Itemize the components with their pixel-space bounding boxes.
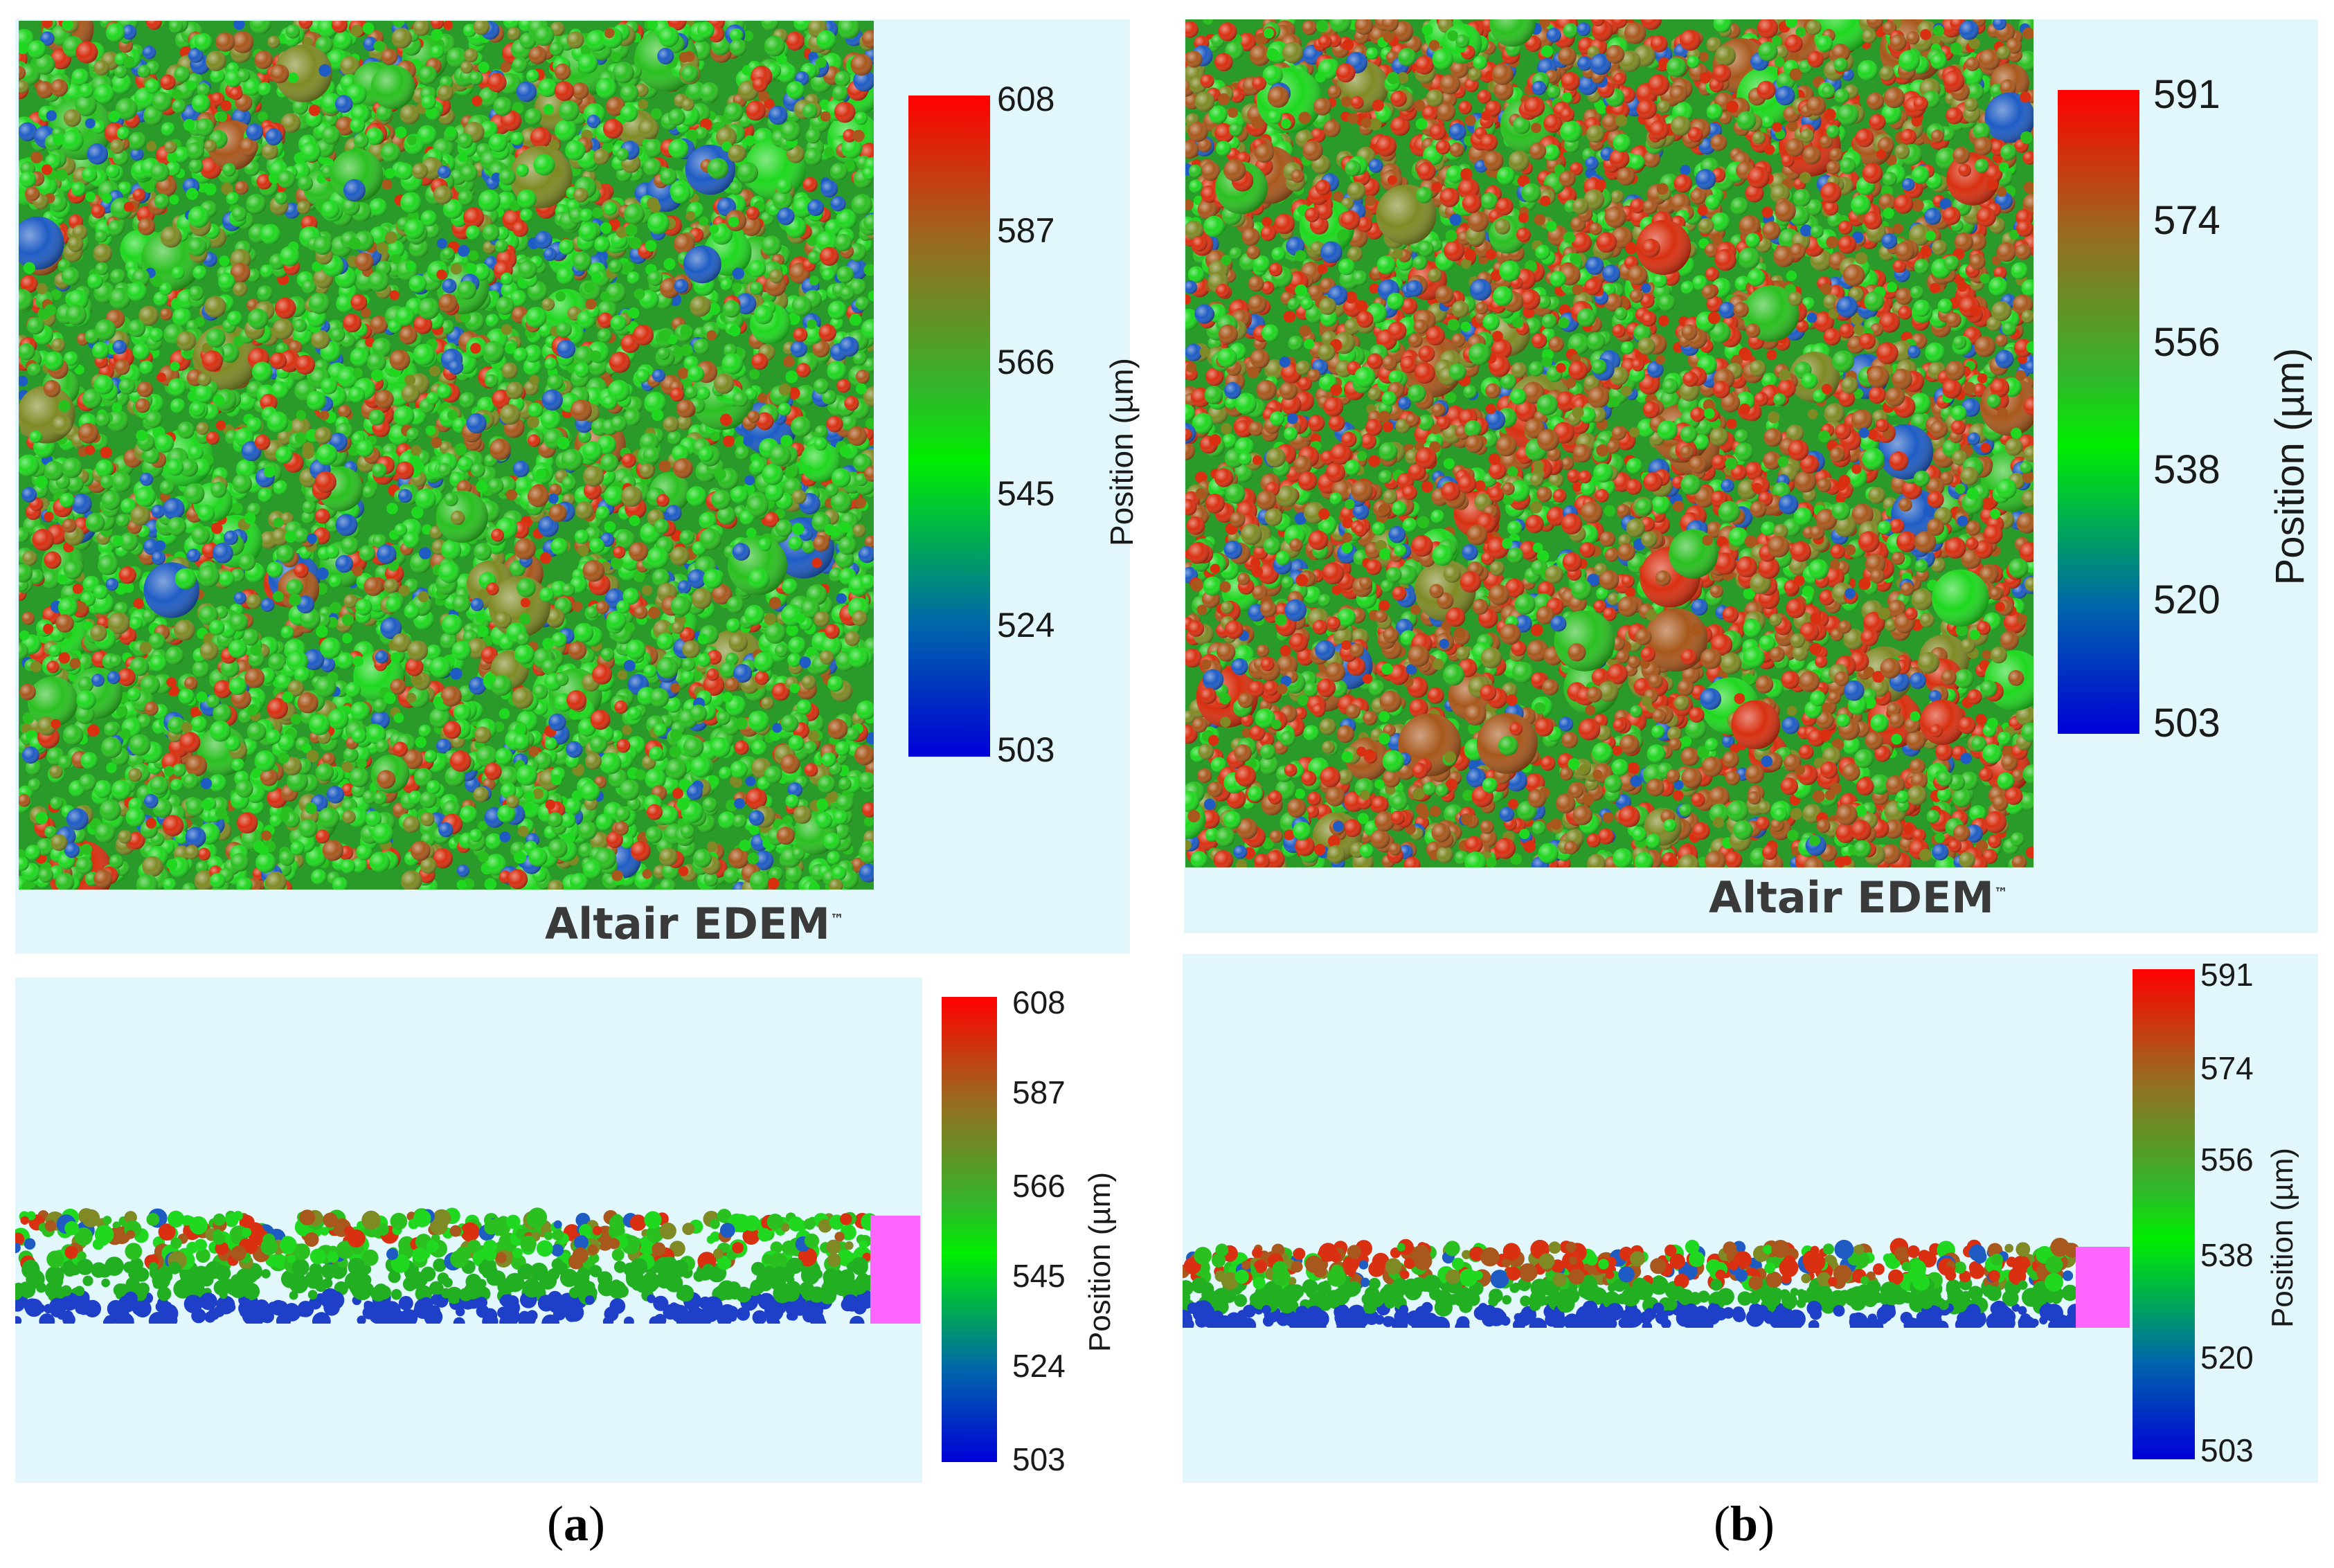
panel-b-brand-logo: Altair EDEM™ [1709,872,2008,923]
panel-b-top-tick-4: 538 [2153,450,2220,490]
panel-b-side-tick-5: 520 [2200,1342,2254,1373]
panel-b-top-tick-3: 556 [2153,323,2220,363]
panel-a-side-tick-5: 524 [1012,1350,1066,1382]
panel-a-top-tick-4: 545 [997,476,1054,511]
panel-b-side-axis-label: Position (µm) [2265,1134,2299,1342]
panel-a-side-tick-2: 587 [1012,1076,1066,1108]
panel-a-top-view: 608 587 566 545 524 503 Position (µm) Al… [15,19,1140,954]
panel-b-top-tick-2: 574 [2153,201,2220,241]
panel-b-side-colorbar [2133,969,2195,1459]
panel-a-sublabel: (a) [547,1495,605,1553]
panel-a-side-colorbar [942,997,997,1462]
panel-b-top-tick-6: 503 [2153,703,2220,744]
panel-b-side-tick-3: 556 [2200,1144,2254,1175]
panel-a-brand-logo: Altair EDEM™ [545,899,844,949]
panel-b-side-view [1183,954,2318,1483]
panel-b-top-view: 591 574 556 538 520 503 Position (µm) Al… [1184,19,2318,933]
panel-b-top-particle-field [1185,19,2034,867]
panel-b-side-tick-1: 591 [2200,959,2254,991]
panel-b-side-particle-layer [1183,1238,2130,1328]
panel-a-top-tick-3: 566 [997,345,1054,379]
panel-a-side-tick-6: 503 [1012,1443,1066,1475]
panel-a-side-tick-3: 566 [1012,1170,1066,1202]
panel-b-side-tick-4: 538 [2200,1239,2254,1271]
panel-a-side-view [15,977,922,1483]
panel-b-top-colorbar [2058,90,2139,734]
panel-b-sublabel: (b) [1714,1495,1775,1553]
panel-b-top-axis-label: Position (µm) [2268,321,2313,612]
panel-b-top-tick-1: 591 [2153,75,2220,115]
panel-a-top-colorbar [908,96,990,757]
panel-a-side-tick-4: 545 [1012,1260,1066,1292]
panel-a-side-axis-label: Position (µm) [1083,1158,1117,1366]
panel-b-side-tick-6: 503 [2200,1434,2254,1466]
panel-a-top-tick-6: 503 [997,732,1054,767]
panel-b-top-tick-5: 520 [2153,580,2220,620]
panel-a-side-particle-layer [15,1207,920,1324]
panel-a-side-tick-1: 608 [1012,986,1066,1018]
panel-b-side-tick-2: 574 [2200,1052,2254,1084]
panel-a-top-particle-field [19,21,874,890]
panel-a-top-tick-2: 587 [997,213,1054,248]
panel-a-top-tick-5: 524 [997,608,1054,642]
panel-a-top-axis-label: Position (µm) [1104,341,1140,563]
panel-a-top-tick-1: 608 [997,82,1054,116]
